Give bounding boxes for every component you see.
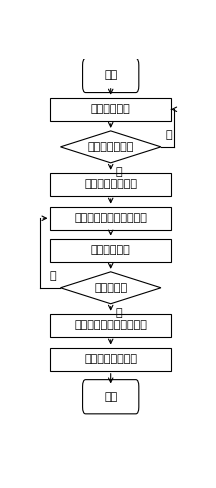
Polygon shape [60, 272, 161, 304]
FancyBboxPatch shape [83, 380, 139, 414]
Text: 结束: 结束 [104, 392, 117, 402]
Text: 示教成功？: 示教成功？ [94, 283, 127, 293]
Text: 工件顶紧压稳？: 工件顶紧压稳？ [87, 142, 134, 152]
Text: 开始: 开始 [104, 70, 117, 81]
Text: 设定光闸、保护气开关量: 设定光闸、保护气开关量 [74, 320, 147, 330]
Bar [51, 239, 171, 262]
Bar [51, 314, 171, 337]
Text: 否: 否 [50, 271, 56, 281]
FancyBboxPatch shape [83, 59, 139, 93]
Text: 工件装夹定位: 工件装夹定位 [91, 104, 131, 114]
Text: 是: 是 [116, 167, 122, 177]
Text: 否: 否 [165, 130, 172, 140]
Text: 是: 是 [116, 308, 122, 318]
Bar [51, 347, 171, 371]
Text: 编写保存焊接程序: 编写保存焊接程序 [84, 354, 137, 364]
Text: 启动焊缝轨迹示教: 启动焊缝轨迹示教 [84, 180, 137, 189]
Text: 定位记忆焊缝轨迹起止点: 定位记忆焊缝轨迹起止点 [74, 213, 147, 223]
Bar [51, 173, 171, 196]
Text: 拟合焊缝轨迹: 拟合焊缝轨迹 [91, 245, 131, 255]
Polygon shape [60, 131, 161, 163]
Bar [51, 98, 171, 121]
Bar [51, 206, 171, 230]
